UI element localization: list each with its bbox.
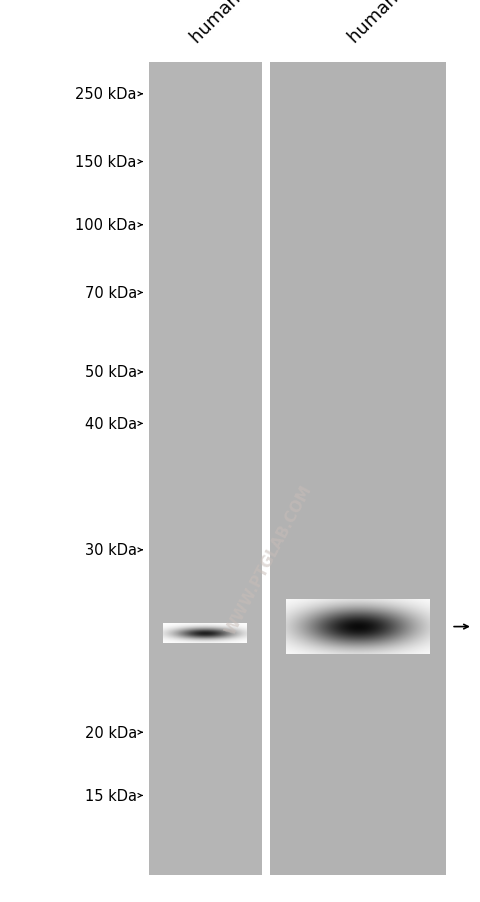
Text: 50 kDa: 50 kDa	[84, 365, 137, 380]
Text: human plasma: human plasma	[188, 0, 295, 47]
Text: 100 kDa: 100 kDa	[75, 218, 137, 233]
Bar	[149, 63, 262, 875]
Text: 30 kDa: 30 kDa	[85, 543, 137, 557]
Text: 250 kDa: 250 kDa	[75, 87, 137, 102]
Text: 15 kDa: 15 kDa	[85, 788, 137, 803]
Text: 150 kDa: 150 kDa	[75, 155, 137, 170]
Text: 70 kDa: 70 kDa	[84, 286, 137, 300]
Text: 20 kDa: 20 kDa	[84, 725, 137, 740]
Text: human urine: human urine	[345, 0, 439, 47]
Bar	[270, 63, 446, 875]
Text: WWW.PTGLAB.COM: WWW.PTGLAB.COM	[223, 482, 314, 637]
Text: 40 kDa: 40 kDa	[84, 417, 137, 431]
